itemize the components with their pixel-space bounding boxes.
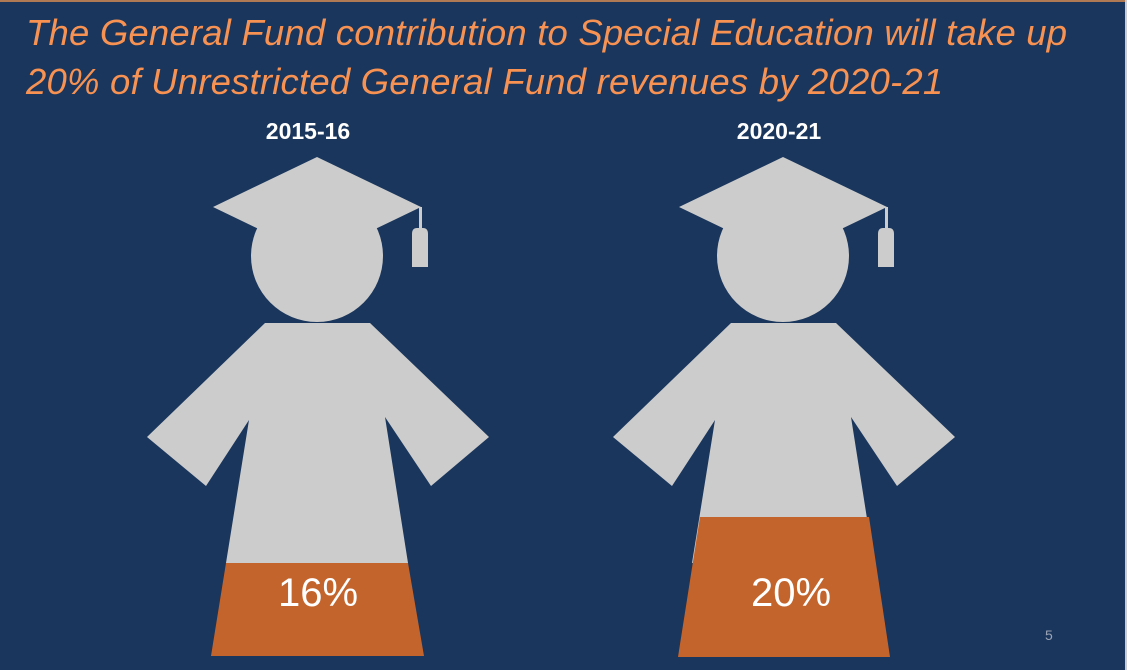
fill-bar-2015-16 bbox=[211, 563, 424, 656]
slide-title: The General Fund contribution to Special… bbox=[26, 12, 1068, 102]
percent-label-2020-21: 20% bbox=[750, 571, 832, 615]
right-border bbox=[1125, 0, 1127, 670]
year-label-2015-16: 2015-16 bbox=[265, 118, 351, 144]
page-number: 5 bbox=[1045, 627, 1053, 643]
year-label-2020-21: 2020-21 bbox=[736, 118, 822, 144]
graduate-icon-2020-21 bbox=[613, 157, 955, 657]
fill-bar-2020-21 bbox=[678, 517, 890, 657]
top-border bbox=[0, 0, 1127, 2]
graduate-icon-2015-16 bbox=[147, 157, 489, 656]
percent-label-2015-16: 16% bbox=[277, 571, 359, 615]
